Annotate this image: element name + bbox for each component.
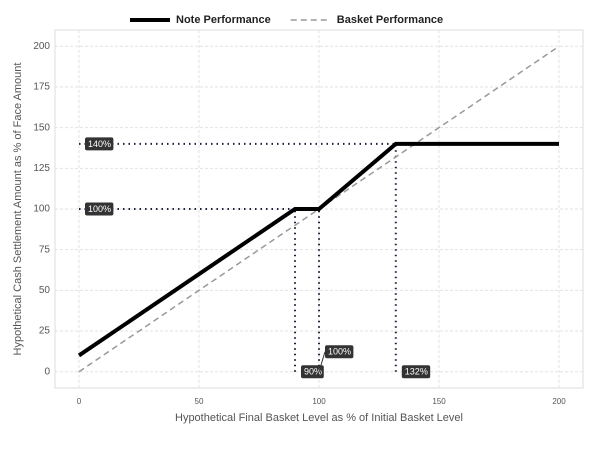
- y-tick-label: 0: [44, 366, 50, 377]
- series-line: [77, 141, 559, 358]
- annotation-label: 100%: [88, 204, 111, 214]
- y-tick-label: 200: [33, 41, 50, 52]
- annotation-box: [301, 365, 324, 379]
- annotation: 132%: [401, 365, 431, 379]
- y-tick-label: 100: [33, 204, 50, 215]
- annotation: 100%: [85, 202, 114, 216]
- legend-label: Basket Performance: [337, 14, 443, 26]
- legend-label: Note Performance: [176, 14, 271, 26]
- annotation-box: [85, 202, 114, 216]
- annotation-label: 100%: [328, 347, 351, 357]
- annotation-label: 140%: [88, 139, 111, 149]
- annotation: 90%: [301, 365, 324, 379]
- annotation-label: 90%: [304, 367, 322, 377]
- x-tick-label: 150: [432, 397, 446, 406]
- x-tick-label: 200: [552, 397, 566, 406]
- annotation-label: 132%: [405, 367, 428, 377]
- x-axis-label: Hypothetical Final Basket Level as % of …: [175, 412, 463, 424]
- annotation-box: [325, 345, 354, 359]
- x-tick-label: 100: [312, 397, 326, 406]
- y-tick-label: 150: [33, 122, 50, 133]
- x-tick-label: 50: [195, 397, 204, 406]
- y-tick-label: 50: [39, 285, 51, 296]
- y-tick-label: 75: [39, 244, 51, 255]
- series-line: [78, 45, 560, 373]
- annotation-box: [401, 365, 431, 379]
- x-tick-label: 0: [77, 397, 82, 406]
- annotation-connector: [318, 351, 326, 372]
- annotation: 100%: [318, 345, 354, 372]
- y-tick-label: 125: [33, 163, 50, 174]
- y-axis-label: Hypothetical Cash Settlement Amount as %…: [12, 63, 24, 356]
- y-tick-label: 175: [33, 82, 50, 93]
- annotation: 140%: [85, 137, 114, 151]
- y-tick-label: 25: [39, 326, 51, 337]
- annotation-box: [85, 137, 114, 151]
